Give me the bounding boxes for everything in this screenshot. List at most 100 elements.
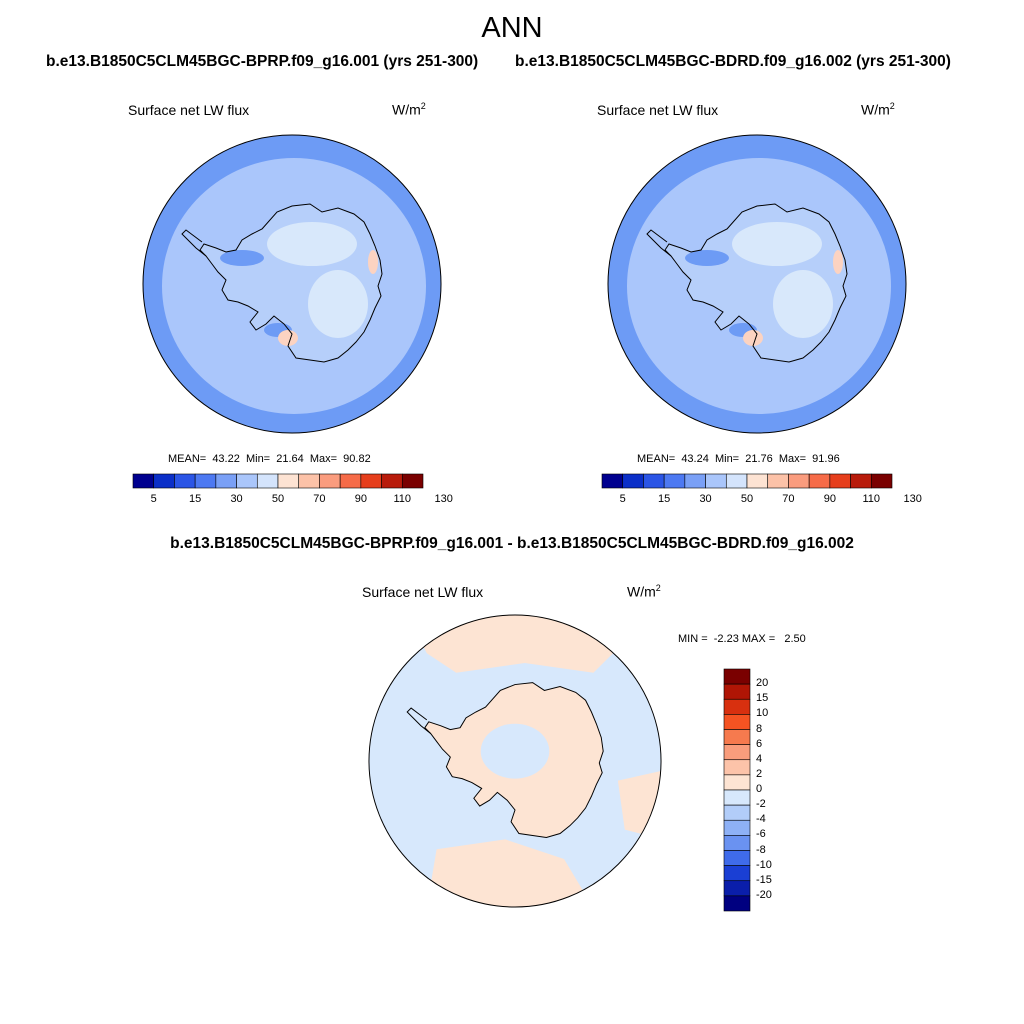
colorbar-tick-label: 15 <box>658 493 671 505</box>
colorbar-tick-label: 0 <box>756 783 763 795</box>
colorbar-swatch <box>339 473 362 489</box>
colorbar-swatch <box>723 744 751 761</box>
colorbar-tick-label: 10 <box>756 707 769 720</box>
map-border <box>607 134 907 434</box>
colorbar-tick-label: -6 <box>756 828 766 841</box>
warm-patch <box>833 250 843 274</box>
colorbar-swatch <box>723 668 751 685</box>
colorbar-swatch <box>277 473 300 489</box>
peninsula-coastline <box>181 229 207 257</box>
colorbar-swatch <box>723 774 751 791</box>
map-fill-group <box>368 614 662 908</box>
warm-patch <box>743 330 763 346</box>
stats-left: MEAN= 43.22 Min= 21.64 Max= 90.82 <box>168 453 371 465</box>
colorbar-swatch <box>723 759 751 776</box>
colorbar-tick-label: 130 <box>434 493 453 505</box>
map-fill-group <box>608 135 906 433</box>
colorbar-swatch <box>746 473 769 489</box>
figure-title: ANN <box>481 12 543 44</box>
warm-patch <box>278 330 298 346</box>
colorbar-swatch <box>723 895 751 912</box>
colorbar-swatch <box>723 850 751 866</box>
colorbar-swatch <box>153 473 175 489</box>
colorbar-swatch <box>663 473 686 489</box>
colorbar-swatch <box>829 473 851 489</box>
colorbar-swatch <box>132 473 155 489</box>
stats-diff: MIN = -2.23 MAX = 2.50 <box>678 633 806 645</box>
case-title-right: b.e13.B1850C5CLM45BGC-BDRD.f09_g16.002 (… <box>515 53 951 70</box>
colorbar-swatch <box>684 473 706 489</box>
colorbar-swatch <box>723 714 751 730</box>
colorbar-swatch <box>723 789 751 806</box>
colorbar-tick-label: 110 <box>393 493 412 505</box>
units-right: W/m2 <box>861 101 895 118</box>
colorbar-swatch <box>381 473 403 489</box>
colorbar-tick-label: 90 <box>823 493 836 505</box>
units-diff: W/m2 <box>627 583 661 600</box>
ice-shelf-dark <box>220 250 264 266</box>
colorbar-tick-label: 50 <box>271 493 285 505</box>
colorbar-swatch <box>298 473 320 489</box>
colorbar-swatch <box>401 473 424 489</box>
colorbar-ticks-left: 5 15 30 50 70 90 110 130 <box>133 493 453 507</box>
colorbar-tick-label: 4 <box>756 752 763 765</box>
map-border <box>368 614 662 908</box>
colorbar-tick-label: 90 <box>354 493 367 505</box>
colorbar-swatch <box>723 819 751 836</box>
colorbar-tick-label: -20 <box>756 888 772 901</box>
diff-positive-region <box>426 839 594 908</box>
case-title-left: b.e13.B1850C5CLM45BGC-BPRP.f09_g16.001 (… <box>46 53 479 70</box>
colorbar-swatch <box>194 473 217 489</box>
colorbar-tick-label: 6 <box>756 737 763 750</box>
colorbar-swatch <box>723 880 751 897</box>
colorbar-swatch <box>723 729 751 745</box>
diff-negative-patch <box>480 723 550 779</box>
colorbar-tick-label: 70 <box>313 493 326 505</box>
diff-positive-region <box>407 614 613 673</box>
colorbar-tick-label: 15 <box>189 493 202 505</box>
colorbar-swatch <box>622 473 644 489</box>
colorbar-tick-label: -8 <box>756 843 766 856</box>
colorbar-swatch <box>215 473 237 489</box>
ice-shelf-dark <box>685 250 729 266</box>
colorbar-swatch <box>723 683 751 700</box>
colorbar-swatch <box>319 473 341 489</box>
colorbar-tick-label: -10 <box>756 858 772 871</box>
colorbar-tick-label: 30 <box>699 493 712 505</box>
colorbar-tick-label: -4 <box>756 813 766 826</box>
colorbar-right <box>601 473 893 489</box>
map-fill-group <box>143 135 441 433</box>
colorbar-tick-label: 2 <box>756 767 763 780</box>
colorbar-tick-label: 15 <box>756 692 769 705</box>
colorbar-tick-label: 5 <box>619 493 626 505</box>
colorbar-tick-label: 20 <box>756 677 769 690</box>
ocean-dark-spot <box>213 405 227 415</box>
ocean-dark-spot <box>678 405 692 415</box>
peninsula-coastline <box>406 707 432 734</box>
peninsula-coastline <box>646 229 672 257</box>
colorbar-swatch <box>808 473 831 489</box>
colorbar-tick-label: 30 <box>230 493 243 505</box>
colorbar-tick-label: 110 <box>862 493 881 505</box>
colorbar-swatch <box>767 473 789 489</box>
colorbar-tick-label: -15 <box>756 873 772 886</box>
colorbar-tick-label: -2 <box>756 798 766 811</box>
colorbar-swatch <box>236 473 258 489</box>
colorbar-swatch <box>723 865 751 882</box>
colorbar-swatch <box>360 473 382 489</box>
colorbar-ticks-right: 5 15 30 50 70 90 110 130 <box>602 493 922 507</box>
map-right <box>607 134 907 434</box>
colorbar-swatch <box>870 473 893 489</box>
colorbar-difference <box>723 668 751 912</box>
difference-title: b.e13.B1850C5CLM45BGC-BPRP.f09_g16.001 -… <box>170 535 854 552</box>
colorbar-tick-label: 5 <box>150 493 157 505</box>
land-light-patch <box>732 222 822 266</box>
colorbar-swatch <box>256 473 279 489</box>
colorbar-swatch <box>723 698 751 715</box>
map-left <box>142 134 442 434</box>
units-left: W/m2 <box>392 101 426 118</box>
stats-right: MEAN= 43.24 Min= 21.76 Max= 91.96 <box>637 453 840 465</box>
warm-patch <box>368 250 378 274</box>
colorbar-swatch <box>174 473 196 489</box>
colorbar-swatch <box>850 473 872 489</box>
